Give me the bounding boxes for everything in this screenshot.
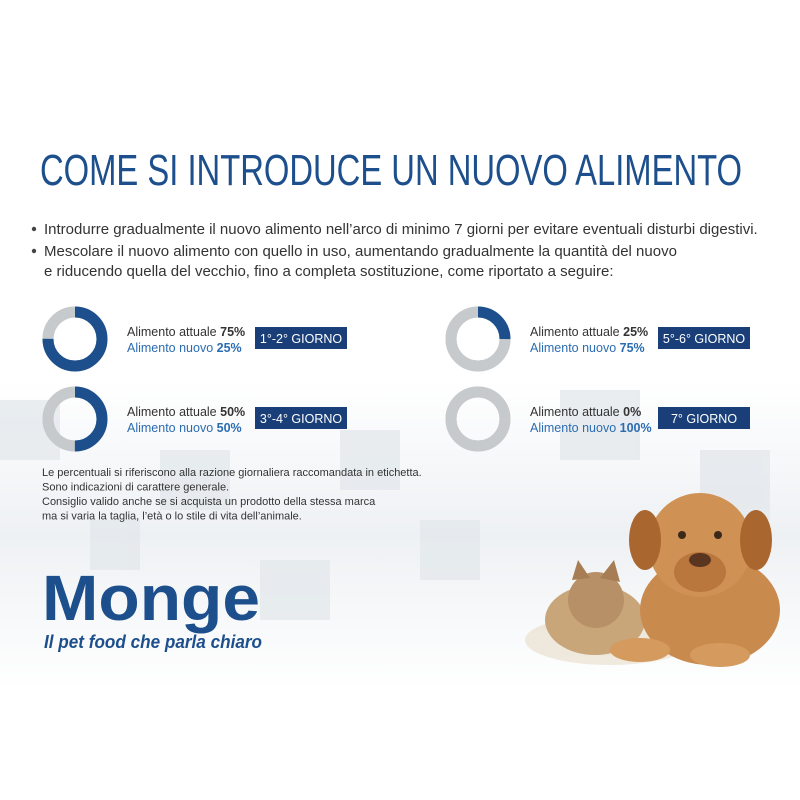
new-line: Alimento nuovo 75% (530, 341, 645, 355)
current-line: Alimento attuale 0% (530, 405, 641, 419)
day-box (255, 407, 347, 429)
new-line: Alimento nuovo 25% (127, 341, 242, 355)
title: COME SI INTRODUCE UN NUOVO ALIMENTO (40, 146, 742, 195)
current-value: 75% (220, 325, 245, 339)
note-line: Consiglio valido anche se si acquista un… (42, 496, 376, 508)
new-label: Alimento nuovo (530, 341, 616, 355)
new-label: Alimento nuovo (530, 421, 616, 435)
day-label: 7° GIORNO (671, 412, 737, 426)
day-label: 5°-6° GIORNO (663, 332, 746, 346)
step: Alimento attuale 25% Alimento nuovo 75% 5°… (445, 306, 750, 372)
donut-current (42, 306, 108, 372)
bullet-dot (31, 248, 37, 254)
current-label: Alimento attuale (127, 325, 217, 339)
new-line: Alimento nuovo 50% (127, 421, 242, 435)
current-line: Alimento attuale 75% (127, 325, 245, 339)
bullet-text: e riducendo quella del vecchio, fino a c… (44, 263, 614, 280)
new-value: 50% (217, 421, 242, 435)
new-value: 25% (217, 341, 242, 355)
bullet-text: Introdurre gradualmente il nuovo aliment… (44, 221, 758, 238)
logo-brand: Monge (42, 562, 260, 634)
day-label: 3°-4° GIORNO (260, 412, 343, 426)
day-box (255, 327, 347, 349)
new-label: Alimento nuovo (127, 421, 213, 435)
note-line: Le percentuali si riferiscono alla razio… (42, 467, 422, 479)
bullet-dot (31, 226, 37, 232)
current-label: Alimento attuale (530, 325, 620, 339)
day-box (658, 327, 750, 349)
day-label: 1°-2° GIORNO (260, 332, 343, 346)
day-box (658, 407, 750, 429)
donut-current (42, 386, 108, 452)
bullet-text: Mescolare il nuovo alimento con quello i… (44, 243, 677, 260)
new-value: 75% (620, 341, 645, 355)
step: Alimento attuale 50%Alimento nuovo 50%3°… (42, 386, 347, 452)
current-value: 25% (623, 325, 648, 339)
note-line: Sono indicazioni di carattere generale. (42, 482, 229, 494)
note-line: ma si varia la taglia, l’età o lo stile … (42, 511, 302, 523)
current-value: 0% (623, 405, 641, 419)
current-line: Alimento attuale 25% (530, 325, 648, 339)
new-label: Alimento nuovo (127, 341, 213, 355)
new-line: Alimento nuovo 100% (530, 421, 652, 435)
donut-new (445, 386, 511, 452)
step: Alimento attuale 0% Alimento nuovo 100% 7°… (445, 386, 750, 452)
new-value: 100% (620, 421, 652, 435)
current-value: 50% (220, 405, 245, 419)
pets-illustration (525, 493, 780, 667)
donut-current (445, 306, 511, 372)
current-line: Alimento attuale 50% (127, 405, 245, 419)
logo-tagline: Il pet food che parla chiaro (44, 632, 262, 652)
current-label: Alimento attuale (127, 405, 217, 419)
current-label: Alimento attuale (530, 405, 620, 419)
step: Alimento attuale 75% Alimento nuovo 25% 1°… (42, 306, 347, 372)
